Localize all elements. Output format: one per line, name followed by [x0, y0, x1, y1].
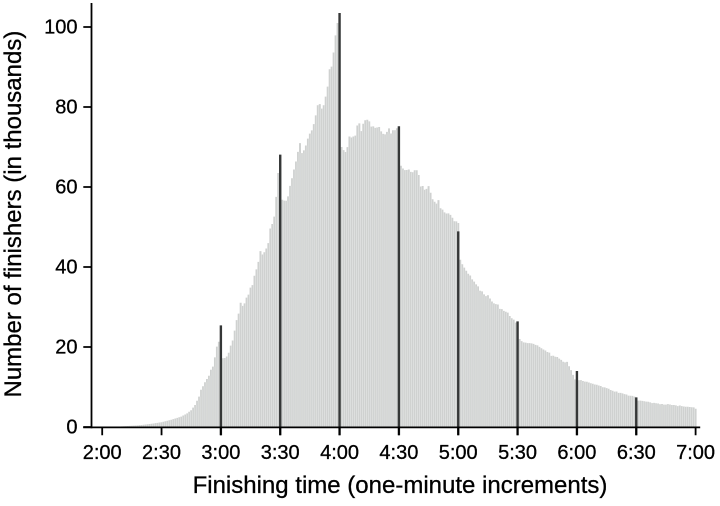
- svg-text:3:30: 3:30: [261, 442, 300, 464]
- svg-text:3:00: 3:00: [201, 442, 240, 464]
- svg-text:Number of finishers (in thousa: Number of finishers (in thousands): [0, 31, 27, 398]
- svg-text:4:00: 4:00: [320, 442, 359, 464]
- svg-text:80: 80: [55, 97, 77, 119]
- svg-text:7:00: 7:00: [676, 442, 715, 464]
- svg-text:6:00: 6:00: [557, 442, 596, 464]
- svg-text:0: 0: [66, 417, 77, 439]
- svg-text:2:00: 2:00: [83, 442, 122, 464]
- svg-text:6:30: 6:30: [617, 442, 656, 464]
- svg-text:4:30: 4:30: [379, 442, 418, 464]
- svg-text:20: 20: [55, 337, 77, 359]
- svg-text:60: 60: [55, 177, 77, 199]
- svg-text:2:30: 2:30: [142, 442, 181, 464]
- svg-text:5:00: 5:00: [439, 442, 478, 464]
- svg-text:Finishing time (one-minute inc: Finishing time (one-minute increments): [193, 472, 608, 499]
- svg-text:5:30: 5:30: [498, 442, 537, 464]
- svg-text:100: 100: [44, 17, 77, 39]
- svg-text:40: 40: [55, 257, 77, 279]
